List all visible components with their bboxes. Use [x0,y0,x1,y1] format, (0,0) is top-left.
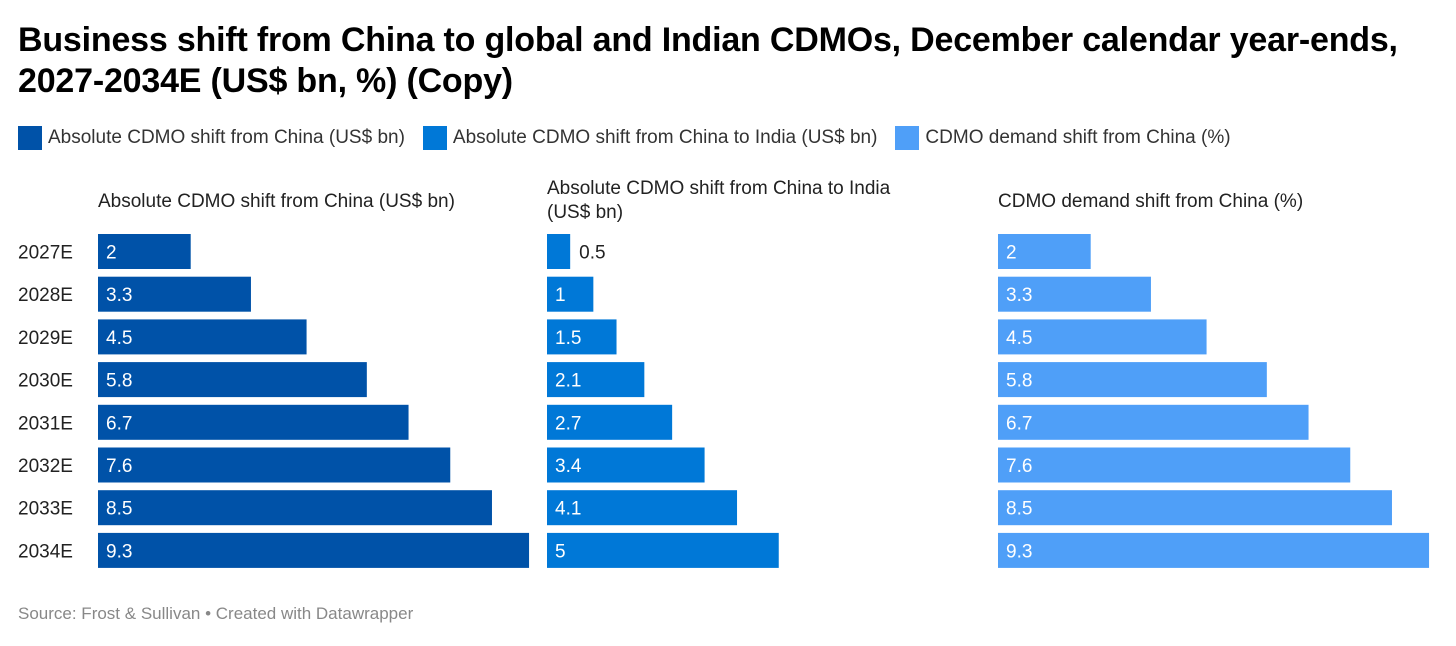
legend-label: Absolute CDMO shift from China (US$ bn) [48,127,405,148]
bar [998,490,1392,526]
data-label: 0.5 [579,243,605,264]
bar [998,447,1351,483]
data-label: 5 [555,541,566,562]
data-label: 6.7 [1006,413,1032,434]
bar [998,234,1091,269]
bar [547,362,645,398]
bar [98,490,492,526]
data-label: 8.5 [1006,499,1032,520]
data-label: 4.5 [106,328,132,349]
bar [998,362,1267,398]
data-label: 2.1 [555,371,581,392]
data-label: 9.3 [1006,541,1032,562]
legend-swatch [895,126,920,150]
category-label: 2032E [18,456,73,477]
bar [98,319,307,355]
category-label: 2033E [18,499,73,520]
panel-title: Absolute CDMO shift from China (US$ bn) [98,191,455,212]
legend-item: Absolute CDMO shift from China to India … [422,126,878,150]
legend-item: CDMO demand shift from China (%) [895,126,1231,150]
category-label: 2028E [18,285,73,306]
panel-title: Absolute CDMO shift from China to India [547,178,891,199]
data-label: 7.6 [106,456,132,477]
chart-title: Business shift from China to global and … [18,21,1398,100]
legend-swatch [422,126,447,150]
data-label: 3.4 [555,456,582,477]
legend: Absolute CDMO shift from China (US$ bn) … [18,126,1231,150]
data-label: 5.8 [106,371,132,392]
panel-title: CDMO demand shift from China (%) [998,191,1303,212]
bar [998,404,1309,440]
data-label: 1 [555,285,566,306]
bar [547,490,738,526]
category-label: 2031E [18,413,73,434]
data-label: 2.7 [555,413,581,434]
bar [547,319,617,355]
category-label: 2030E [18,371,73,392]
bar [98,532,530,568]
data-label: 2 [1006,243,1017,264]
bar [547,234,571,269]
bar [98,234,191,269]
data-label: 9.3 [106,541,132,562]
data-label: 8.5 [106,499,132,520]
source-note: Source: Frost & Sullivan • Created with … [18,604,414,623]
bar [998,276,1151,312]
bar [98,362,367,398]
bar [998,532,1430,568]
data-label: 4.5 [1006,328,1032,349]
data-label: 2 [106,243,117,264]
bar [547,447,705,483]
bar [547,532,779,568]
data-label: 5.8 [1006,371,1032,392]
category-label: 2029E [18,328,73,349]
legend-swatch [18,126,42,150]
panel-title: (US$ bn) [547,202,623,223]
bar [98,447,451,483]
legend-item: Absolute CDMO shift from China (US$ bn) [18,126,405,150]
category-label: 2027E [18,243,73,264]
data-label: 6.7 [106,413,132,434]
legend-label: CDMO demand shift from China (%) [925,127,1231,148]
data-label: 1.5 [555,328,581,349]
data-label: 3.3 [106,285,132,306]
bar [998,319,1207,355]
bar [98,276,251,312]
category-label: 2034E [18,541,73,562]
data-label: 4.1 [555,499,581,520]
legend-label: Absolute CDMO shift from China to India … [452,127,878,148]
data-label: 3.3 [1006,285,1032,306]
bar [98,404,409,440]
data-label: 7.6 [1006,456,1032,477]
bar [547,404,673,440]
bar [547,276,594,312]
